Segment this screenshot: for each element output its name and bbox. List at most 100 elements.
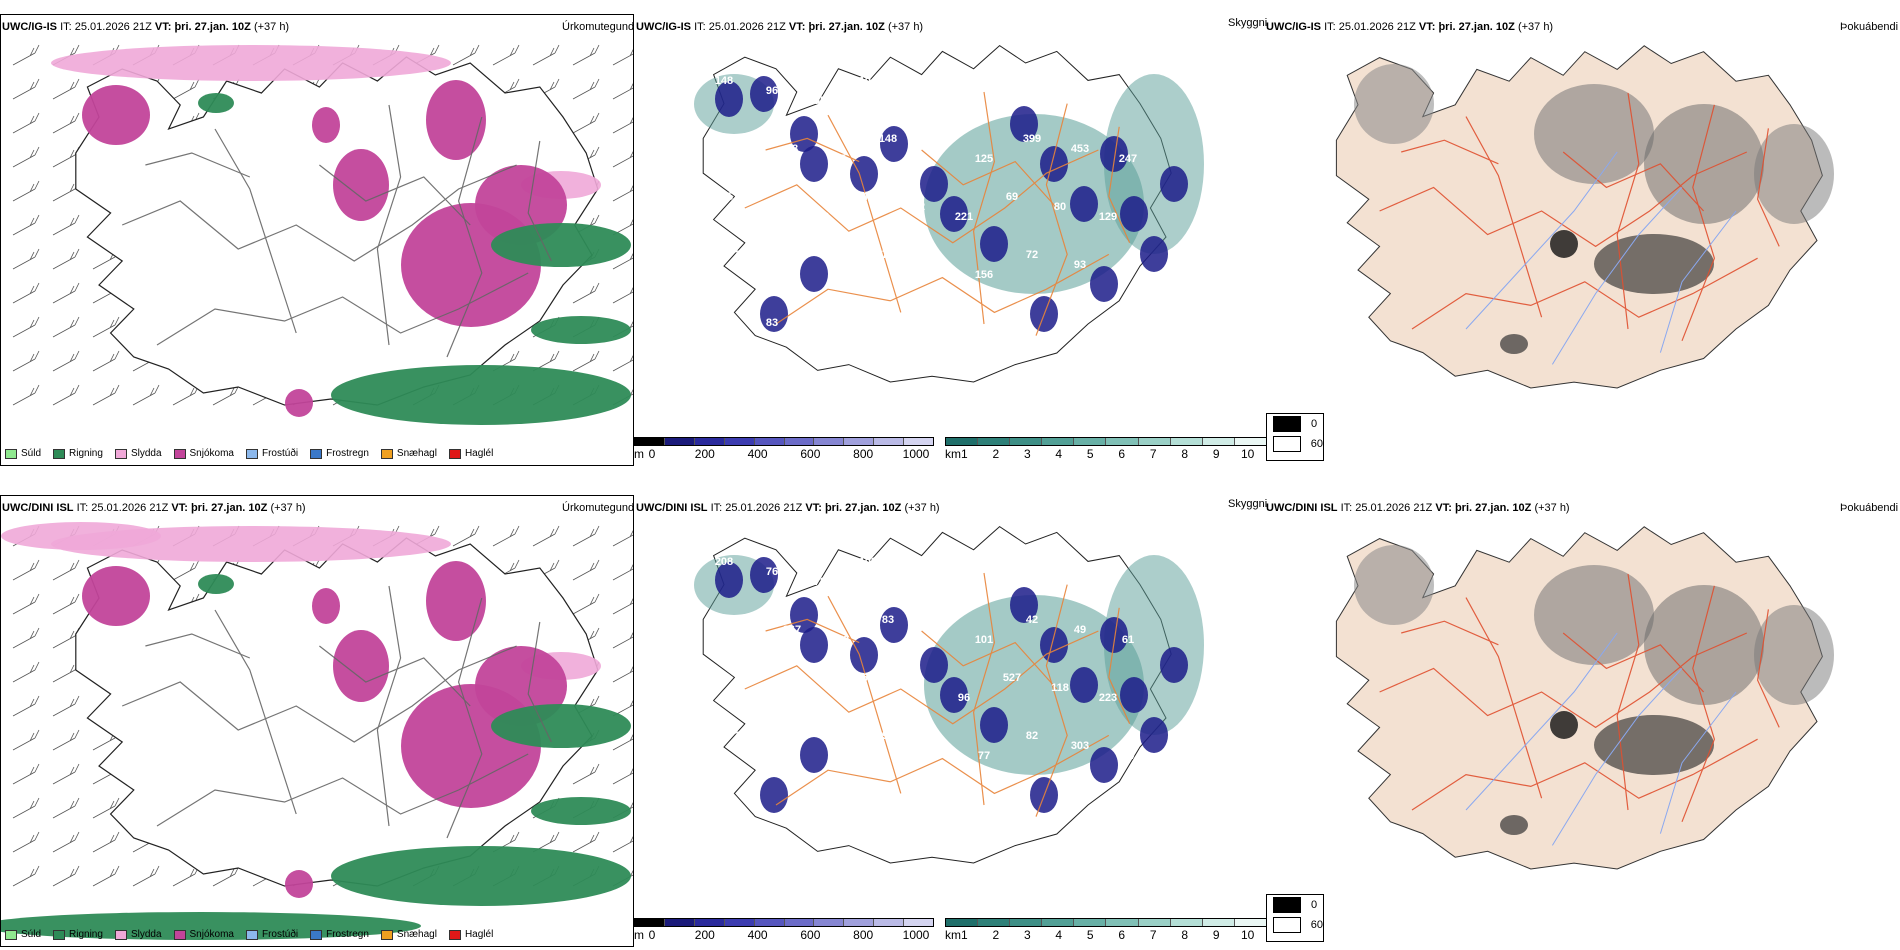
legend-swatch — [380, 929, 393, 940]
wind-barb — [12, 384, 40, 406]
colorbar-bin — [1106, 438, 1139, 445]
visibility-m-cell — [1140, 717, 1168, 753]
colorbar-tick: 2 — [992, 928, 1000, 942]
colorbar-tick: 7 — [1149, 928, 1157, 942]
colorbar-tick: 3 — [1023, 447, 1031, 461]
wind-barb — [572, 350, 600, 372]
colorbar-strip — [945, 918, 1267, 927]
colorbar-bin — [724, 919, 755, 926]
fog-gradient — [1534, 565, 1654, 665]
visibility-value-label: 72 — [1026, 249, 1038, 261]
road-line — [765, 618, 860, 644]
colorbar-bin — [754, 919, 785, 926]
wind-barb — [612, 530, 633, 547]
visibility-value-label: 223 — [1099, 692, 1117, 704]
visibility-value-label: 106 — [735, 730, 753, 742]
colorbar-bin — [694, 919, 725, 926]
fog-legend-label: 0 — [1311, 899, 1318, 911]
legend-item: Rigning — [53, 448, 103, 459]
wind-barb — [572, 282, 600, 304]
colorbar-bin — [946, 919, 979, 926]
rain-area — [198, 93, 234, 113]
road-line — [775, 734, 1110, 806]
colorbar-bin — [664, 919, 695, 926]
legend-label: Rigning — [69, 448, 103, 459]
visibility-m-cell — [790, 597, 818, 633]
snow-area — [285, 389, 313, 417]
colorbar-tick: 0 — [648, 928, 656, 942]
wind-barb — [612, 598, 633, 615]
visibility-value-label: 78 — [814, 576, 826, 588]
colorbar-tick: 9 — [1212, 447, 1220, 461]
colorbar-bin — [904, 438, 934, 445]
visibility-m-colorbar: m 0 200 400 600 800 1000 — [634, 918, 934, 942]
legend-label: Haglél — [464, 929, 494, 940]
colorbar-unit: km — [945, 928, 961, 942]
visibility-value-label: 105 — [715, 191, 733, 203]
visibility-m-cell — [980, 226, 1008, 262]
legend-label: Snjókoma — [189, 448, 234, 459]
colorbar-bin — [978, 919, 1011, 926]
colorbar-tick: 8 — [1181, 447, 1189, 461]
colorbar-tick: 600 — [800, 928, 821, 942]
colorbar-bin — [1138, 438, 1171, 445]
panel-type-label: Skyggni — [1228, 498, 1268, 510]
wind-barb — [612, 117, 633, 134]
colorbar-bin — [978, 438, 1011, 445]
colorbar-tick: 800 — [853, 928, 874, 942]
colorbar-labels: m 0 200 400 600 800 1000 — [634, 446, 934, 461]
colorbar-bin — [1106, 919, 1139, 926]
fog-legend: 0 60 — [1266, 894, 1324, 942]
road-line — [1379, 151, 1748, 248]
snow-area — [333, 149, 389, 221]
visibility-value-label: 221 — [955, 211, 973, 223]
snow-area — [333, 630, 389, 702]
road-line — [744, 149, 1099, 244]
fog-map-igis — [1335, 45, 1834, 389]
visibility-value-label: 93 — [882, 730, 894, 742]
visibility-value-label: 118 — [1051, 682, 1069, 694]
wind-barb — [52, 627, 80, 649]
wind-barb — [52, 729, 80, 751]
visibility-value-label: 208 — [715, 556, 733, 568]
wind-barb — [132, 384, 160, 406]
wind-barb — [52, 248, 80, 270]
panel-title: UWC/DINI ISL IT: 25.01.2026 21Z VT: þri.… — [1266, 502, 1570, 514]
colorbar-bin — [1202, 919, 1235, 926]
colorbar-bin — [784, 438, 815, 445]
visibility-value-label: 83 — [882, 614, 894, 626]
legend-label: Frostregn — [326, 448, 369, 459]
colorbar-bin — [1138, 919, 1171, 926]
wind-barb — [612, 632, 633, 649]
visibility-value-label: 70 — [738, 133, 750, 145]
colorbar-bin — [635, 438, 665, 445]
road-line — [156, 272, 529, 346]
fog-legend-row: 0 — [1267, 414, 1323, 434]
wind-barb — [52, 112, 80, 134]
road-line — [214, 128, 297, 334]
visibility-value-label: 61 — [1122, 634, 1134, 646]
road-line — [1411, 738, 1758, 811]
wind-barb — [12, 44, 40, 66]
visibility-m-cell — [1010, 106, 1038, 142]
road-line — [1108, 607, 1131, 725]
wind-barb — [172, 78, 200, 100]
river-line — [1551, 187, 1683, 365]
colorbar-strip — [634, 437, 934, 446]
legend-item: Snæhagl — [380, 929, 437, 940]
visibility-value-label: 60 — [718, 788, 730, 800]
visibility-m-cell — [1120, 196, 1148, 232]
visibility-m-cell — [920, 647, 948, 683]
precip-legend: Súld Rigning Slydda Snjókoma Frostúði Frostre… — [5, 929, 493, 940]
panel-title: UWC/IG-IS IT: 25.01.2026 21Z VT: þri. 27… — [1266, 21, 1554, 33]
colorbar-bin — [694, 438, 725, 445]
legend-swatch — [380, 448, 393, 459]
rain-area — [331, 365, 631, 425]
visibility-m-cell — [1120, 677, 1148, 713]
wind-barb — [92, 316, 120, 338]
wind-barb — [572, 112, 600, 134]
visibility-value-label: 92 — [738, 614, 750, 626]
legend-label: Snæhagl — [396, 448, 437, 459]
colorbar-bin — [874, 438, 905, 445]
wind-barb — [12, 559, 40, 581]
